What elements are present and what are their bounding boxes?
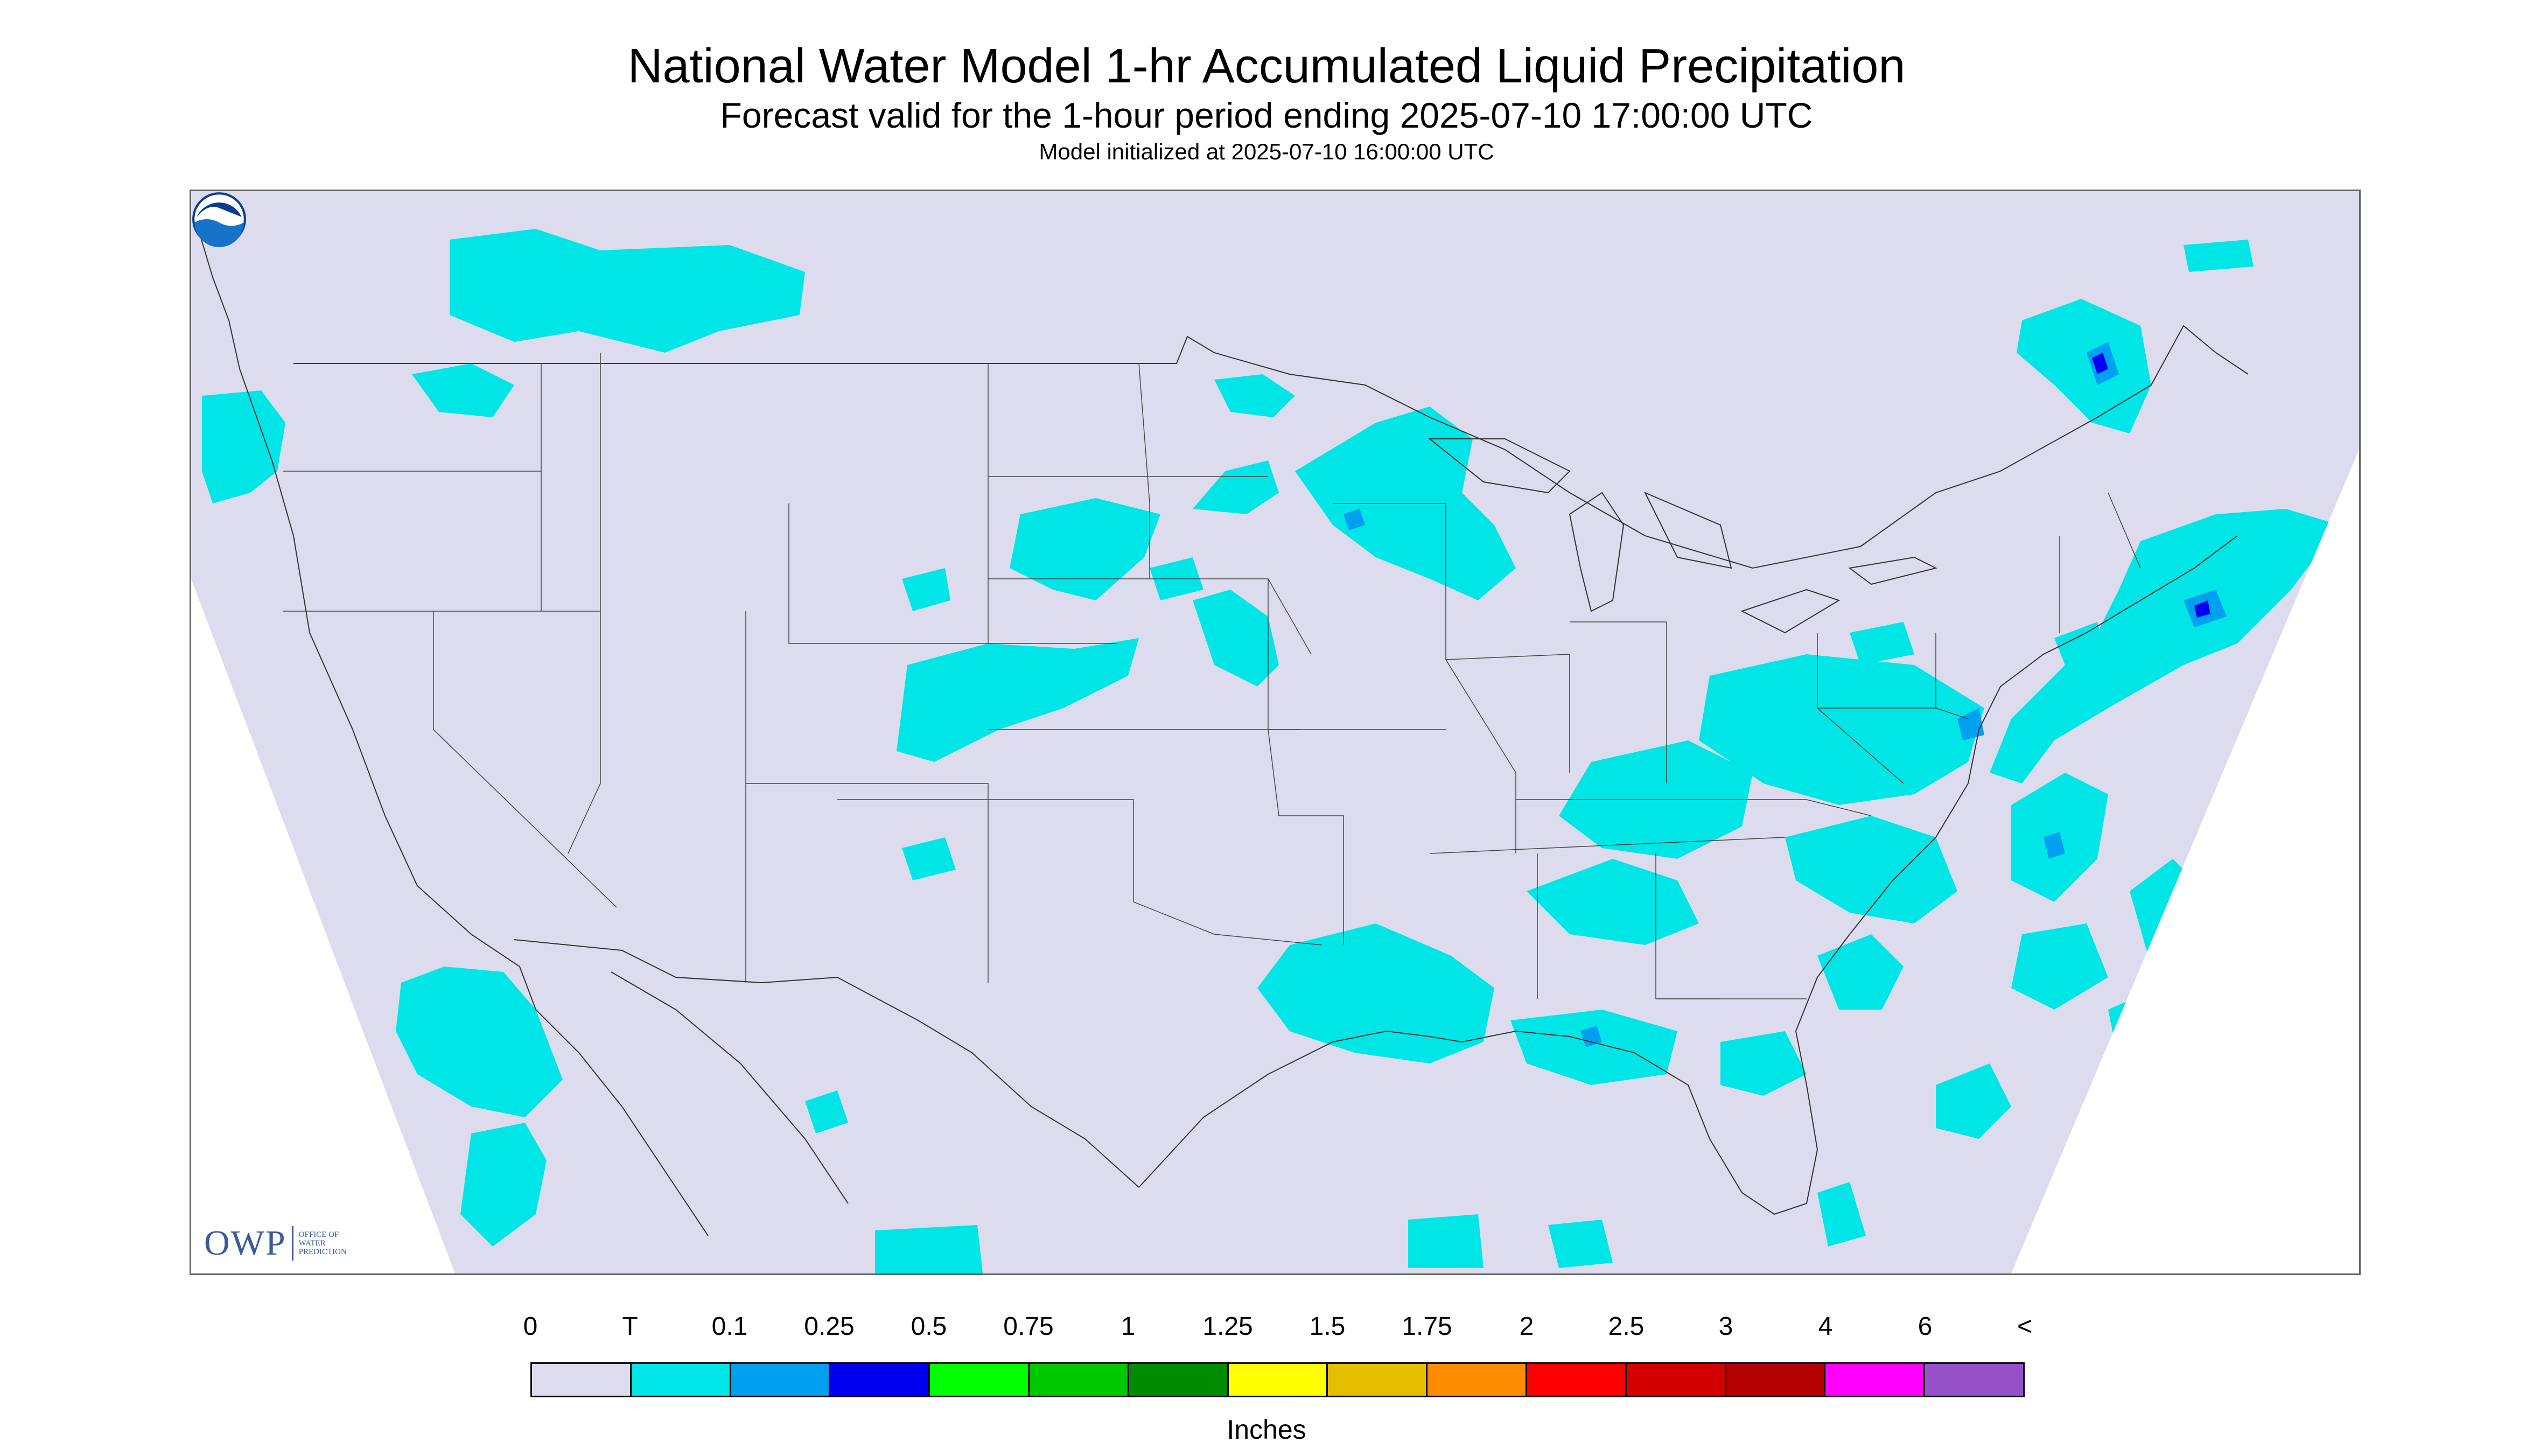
- map-subtitle: Forecast valid for the 1-hour period end…: [720, 95, 1813, 135]
- legend-label: <: [2017, 1312, 2033, 1341]
- owp-logo-abbr: OWP: [204, 1223, 286, 1263]
- boundary-lines: [196, 223, 2249, 1236]
- legend-swatch: [532, 1364, 632, 1396]
- legend-swatch: [930, 1364, 1030, 1396]
- map-canvas: [191, 223, 2359, 1273]
- legend-label: 1.5: [1309, 1312, 1346, 1341]
- owp-logo: OWP OFFICE OF WATER PREDICTION: [204, 1223, 347, 1264]
- outside-domain: [191, 450, 2359, 1273]
- legend-label: 0: [523, 1312, 538, 1341]
- legend-swatch: [1129, 1364, 1229, 1396]
- color-legend: [530, 1362, 2025, 1397]
- legend-swatch: [1825, 1364, 1926, 1396]
- legend-swatch: [830, 1364, 930, 1396]
- legend-label: 1.25: [1202, 1312, 1253, 1341]
- model-init-time: Model initialized at 2025-07-10 16:00:00…: [1039, 139, 1494, 164]
- legend-label: 2.5: [1608, 1312, 1645, 1341]
- legend-label: T: [622, 1312, 638, 1341]
- legend-label: 1.75: [1402, 1312, 1452, 1341]
- legend-label: 2: [1519, 1312, 1534, 1341]
- legend-swatch: [1029, 1364, 1129, 1396]
- owp-logo-line2: WATER: [298, 1239, 326, 1248]
- legend-swatch: [1228, 1364, 1328, 1396]
- owp-logo-name: OFFICE OF WATER PREDICTION: [299, 1230, 347, 1256]
- legend-label: 0.5: [911, 1312, 947, 1341]
- legend-label: 6: [1918, 1312, 1933, 1341]
- legend-swatch: [1925, 1364, 2023, 1396]
- legend-units: Inches: [1227, 1415, 1306, 1445]
- precip-moderate-areas: [2092, 353, 2210, 618]
- legend-label: 0.25: [804, 1312, 855, 1341]
- precipitation-map: OWP OFFICE OF WATER PREDICTION: [190, 190, 2361, 1275]
- legend-swatch: [1626, 1364, 1726, 1396]
- owp-logo-line1: OFFICE OF: [298, 1230, 339, 1239]
- map-title: National Water Model 1-hr Accumulated Li…: [627, 39, 1906, 93]
- legend-label: 0.75: [1003, 1312, 1054, 1341]
- state-lines: [283, 353, 2141, 999]
- owp-logo-divider: [291, 1226, 293, 1261]
- legend-label: 4: [1818, 1312, 1833, 1341]
- legend-swatch: [1527, 1364, 1627, 1396]
- legend-label: 1: [1121, 1312, 1136, 1341]
- legend-swatch: [1328, 1364, 1428, 1396]
- legend-swatch: [631, 1364, 731, 1396]
- noaa-logo-icon: [192, 192, 246, 247]
- legend-swatch: [731, 1364, 831, 1396]
- legend-swatch: [1428, 1364, 1527, 1396]
- legend-label: 0.1: [711, 1312, 748, 1341]
- legend-swatch: [1726, 1364, 1826, 1396]
- owp-logo-line3: PREDICTION: [298, 1248, 347, 1256]
- legend-label: 3: [1718, 1312, 1733, 1341]
